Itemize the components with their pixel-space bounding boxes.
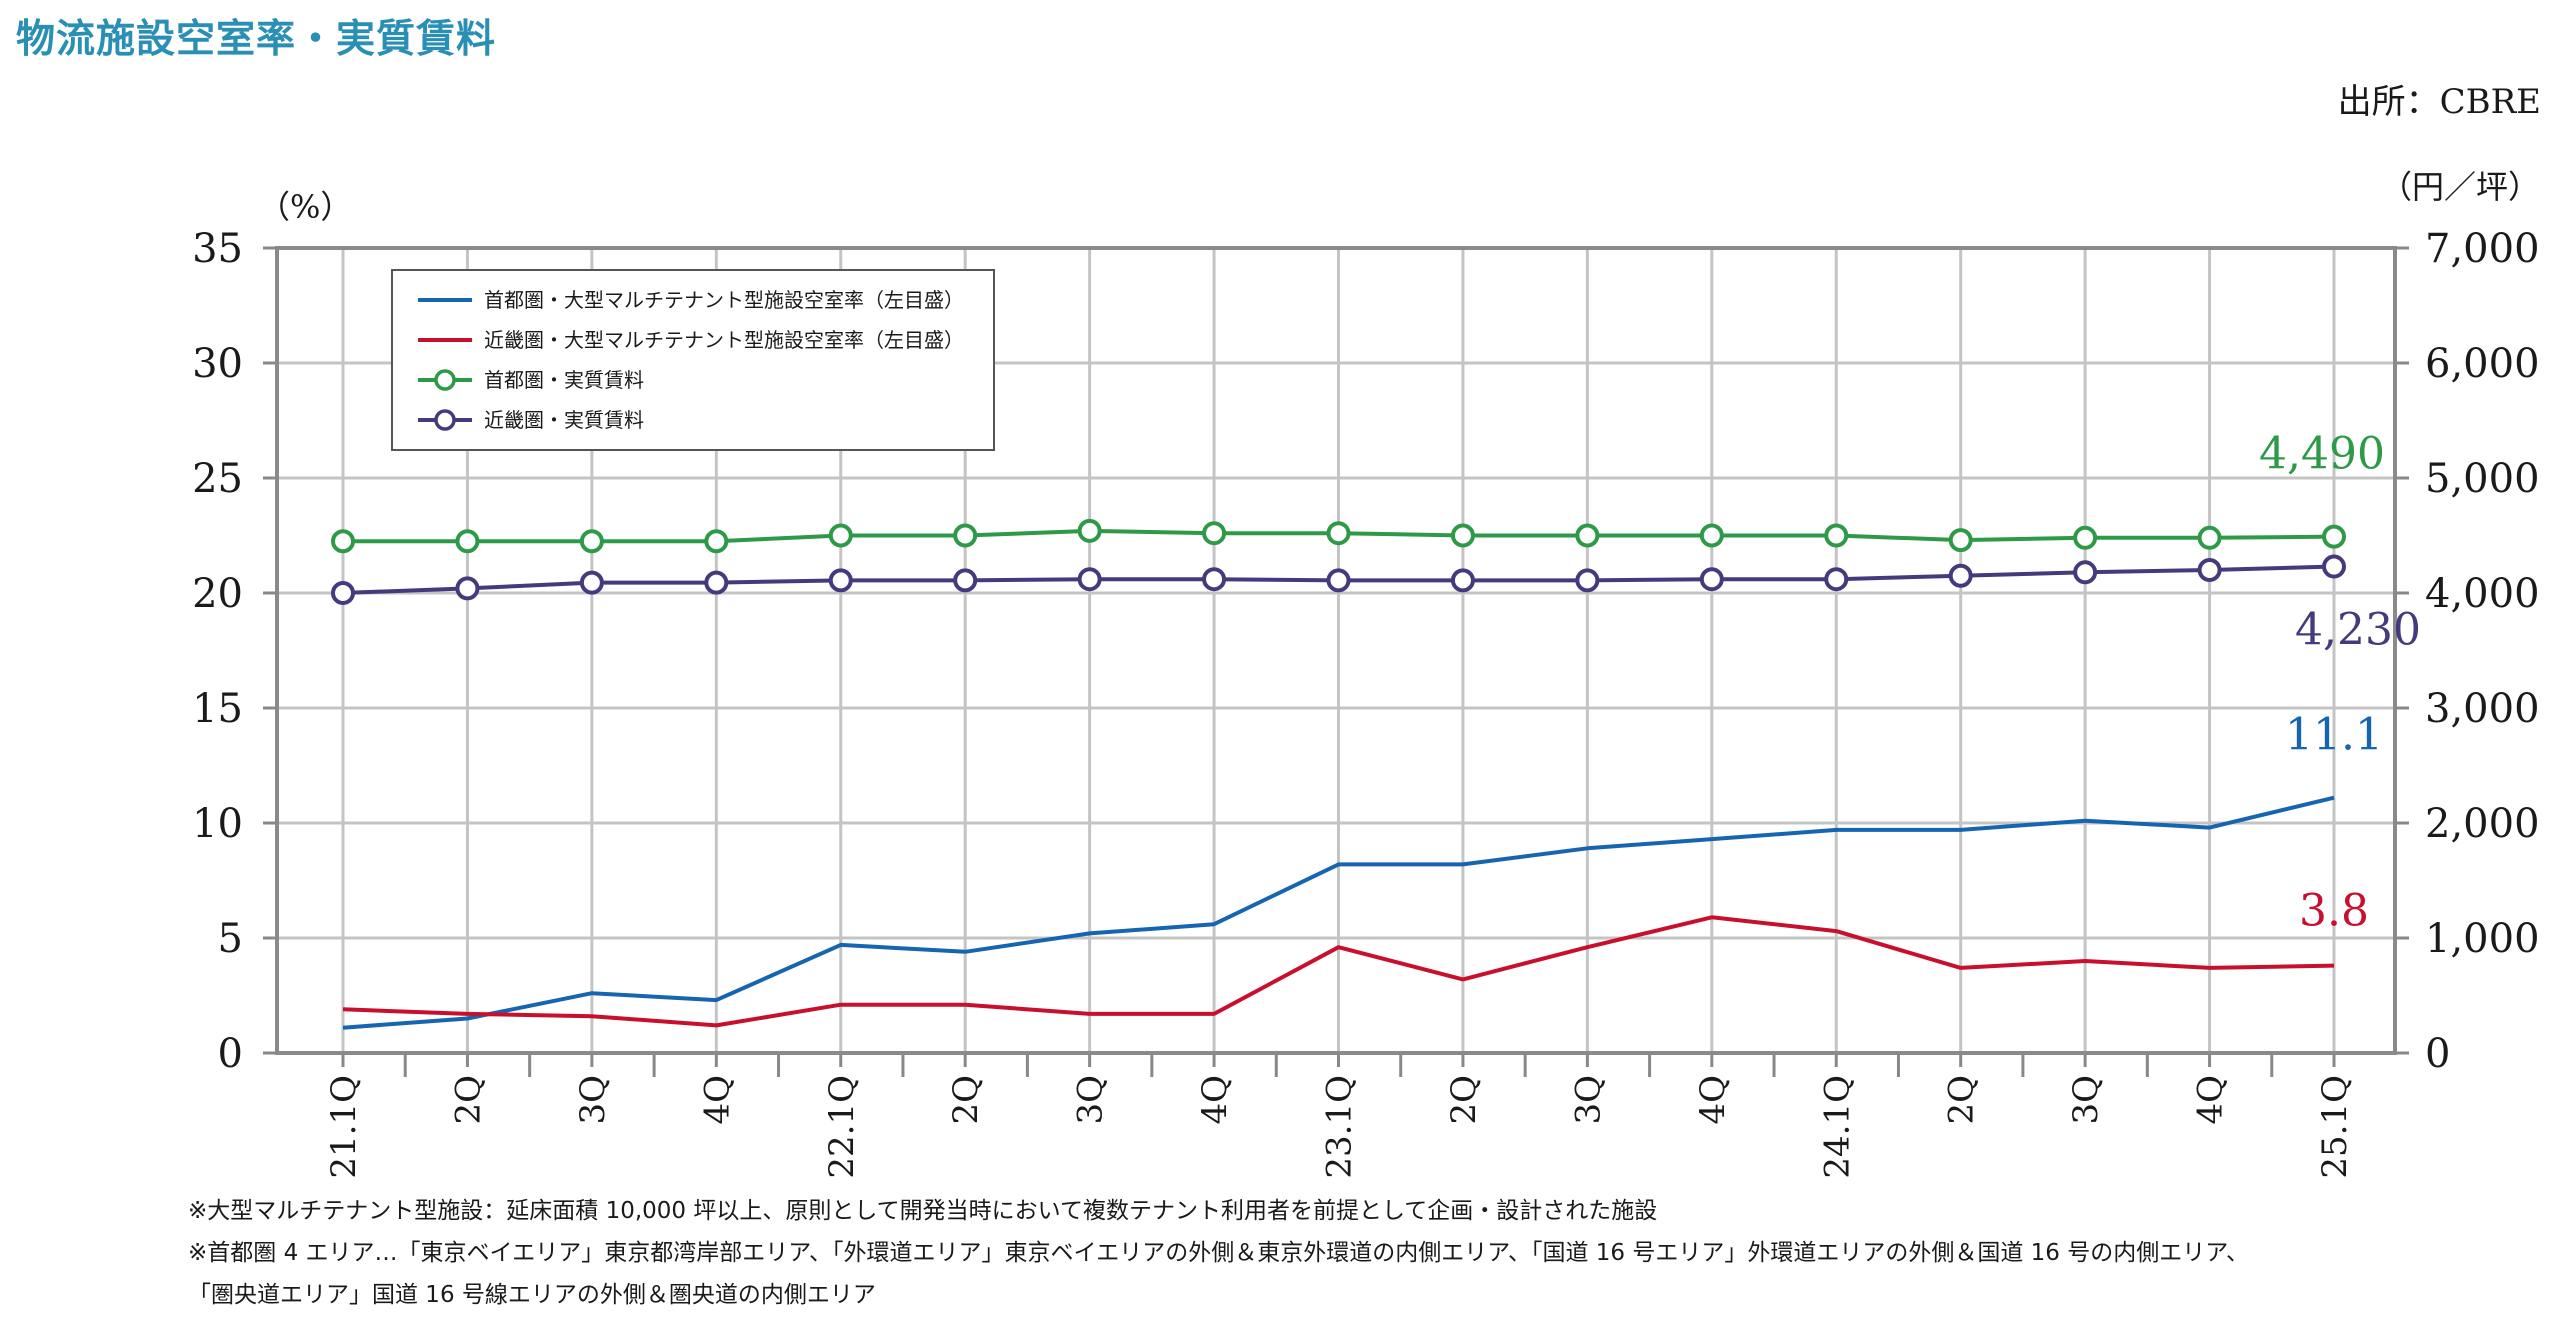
x-tick-label: 2Q [1444, 1075, 1484, 1125]
data-point [1948, 563, 1973, 588]
x-tick-label: 23.1Q [1320, 1075, 1360, 1179]
data-point [1575, 523, 1600, 548]
x-tick-label: 22.1Q [822, 1075, 862, 1179]
data-point [704, 529, 729, 554]
y-right-tick-label: 2,000 [2425, 801, 2540, 847]
series-line [342, 915, 2335, 1028]
y-left-tick-label: 20 [192, 571, 243, 617]
data-point [1202, 567, 1227, 592]
y-left-tick-label: 35 [192, 226, 243, 272]
y-right-tick-label: 7,000 [2425, 226, 2540, 272]
footnote-2: ※首都圏 4 エリア…「東京ベイエリア」東京都湾岸部エリア、「外環道エリア」東京… [188, 1240, 2249, 1266]
series-end-label: 11.1 [2285, 710, 2383, 761]
y-left-tick-label: 25 [192, 456, 243, 502]
y-right-tick-label: 1,000 [2425, 916, 2540, 962]
x-tick-label: 4Q [1195, 1075, 1235, 1125]
legend-marker [434, 409, 456, 431]
data-point [2322, 554, 2346, 579]
x-tick-label: 2Q [946, 1075, 986, 1125]
y-right-unit: （円／坪） [2380, 168, 2540, 206]
y-left-unit: （%） [258, 188, 352, 226]
x-tick-label: 4Q [2191, 1075, 2231, 1125]
y-left-tick-label: 5 [218, 916, 243, 962]
series-line [342, 795, 2335, 1030]
data-point [331, 581, 355, 605]
page-title: 物流施設空室率・実質賃料 [16, 17, 497, 62]
data-point [2197, 525, 2222, 550]
data-point [2073, 560, 2098, 585]
series-end-label: 3.8 [2299, 886, 2369, 937]
data-point [579, 570, 604, 595]
data-point [1450, 568, 1475, 593]
x-tick-label: 24.1Q [1817, 1075, 1857, 1179]
y-right-tick-label: 5,000 [2425, 456, 2540, 502]
footnote-3: 「圏央道エリア」国道 16 号線エリアの外側＆圏央道の内側エリア [188, 1282, 876, 1308]
data-point [455, 529, 480, 554]
y-right-tick-label: 4,000 [2425, 571, 2540, 617]
y-right-tick-label: 6,000 [2425, 341, 2540, 387]
series-layer [331, 518, 2346, 1030]
legend: 首都圏・大型マルチテナント型施設空室率（左目盛） 近畿圏・大型マルチテナント型施設… [391, 269, 995, 451]
data-point [2322, 524, 2346, 549]
data-point [2073, 525, 2098, 550]
data-point [953, 523, 978, 548]
y-left-tick-label: 30 [192, 341, 243, 387]
y-right-tick-label: 0 [2425, 1031, 2450, 1077]
label-layer: 11.1 3.8 4,490 4,230 [2259, 429, 2421, 937]
data-point [953, 568, 978, 593]
series-end-label: 4,490 [2259, 429, 2385, 480]
data-point [1948, 528, 1973, 553]
data-point [1326, 568, 1351, 593]
data-point [1824, 567, 1849, 592]
legend-label: 近畿圏・実質賃料 [484, 408, 644, 432]
data-point [331, 529, 355, 554]
x-tick-label: 3Q [573, 1075, 613, 1125]
x-tick-label: 3Q [2066, 1075, 2106, 1125]
x-tick-label: 3Q [1071, 1075, 1111, 1125]
legend-marker [434, 369, 456, 391]
axis-layer: 0 0 5 1,000 10 2,000 15 3,000 20 4,000 25 5,000 30 6,… [192, 168, 2540, 1179]
legend-label: 首都圏・実質賃料 [484, 368, 644, 392]
x-tick-label: 3Q [1568, 1075, 1608, 1125]
data-point [1202, 521, 1227, 546]
data-point [1699, 567, 1724, 592]
x-tick-label: 25.1Q [2315, 1075, 2355, 1179]
data-point [1077, 518, 1102, 543]
legend-box [391, 269, 995, 451]
source-label: 出所：CBRE [2337, 82, 2541, 122]
x-tick-label: 4Q [697, 1075, 737, 1125]
legend-label: 首都圏・大型マルチテナント型施設空室率（左目盛） [484, 288, 964, 312]
x-tick-label: 21.1Q [324, 1075, 364, 1179]
y-left-tick-label: 15 [192, 686, 243, 732]
data-point [2197, 558, 2222, 582]
x-tick-label: 2Q [1942, 1075, 1982, 1125]
x-tick-label: 4Q [1693, 1075, 1733, 1125]
data-point [828, 523, 853, 548]
chart: 0 0 5 1,000 10 2,000 15 3,000 20 4,000 25 5,000 30 6,… [192, 168, 2540, 1179]
series-end-label: 4,230 [2295, 605, 2421, 656]
y-left-tick-label: 10 [192, 801, 243, 847]
x-tick-label: 2Q [448, 1075, 488, 1125]
data-point [579, 529, 604, 554]
data-point [455, 576, 480, 601]
y-left-tick-label: 0 [218, 1031, 243, 1077]
data-point [1450, 523, 1475, 548]
legend-label: 近畿圏・大型マルチテナント型施設空室率（左目盛） [484, 328, 964, 352]
footnotes: ※大型マルチテナント型施設：延床面積 10,000 坪以上、原則として開発当時に… [188, 1190, 2249, 1316]
data-point [704, 570, 729, 595]
y-right-tick-label: 3,000 [2425, 686, 2540, 732]
data-point [1575, 568, 1600, 593]
data-point [1699, 523, 1724, 548]
data-point [1326, 521, 1351, 546]
data-point [1077, 567, 1102, 592]
data-point [1824, 523, 1849, 548]
data-point [828, 568, 853, 593]
footnote-1: ※大型マルチテナント型施設：延床面積 10,000 坪以上、原則として開発当時に… [188, 1198, 1658, 1224]
plot-frame [275, 246, 2397, 1055]
